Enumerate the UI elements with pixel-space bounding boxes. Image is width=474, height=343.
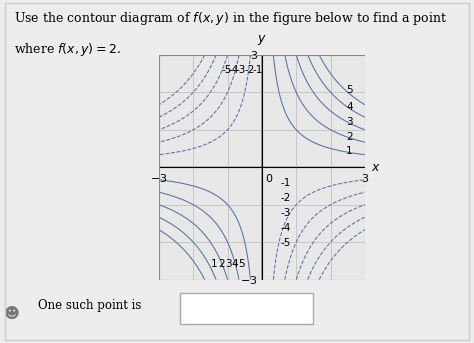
Text: 5: 5 bbox=[238, 259, 245, 269]
Text: $-3$: $-3$ bbox=[150, 172, 167, 184]
Text: 4: 4 bbox=[232, 259, 238, 269]
Text: -5: -5 bbox=[281, 238, 291, 248]
Text: -4: -4 bbox=[228, 66, 239, 75]
Text: -5: -5 bbox=[221, 66, 232, 75]
Text: 2: 2 bbox=[218, 259, 225, 269]
Text: 1: 1 bbox=[346, 146, 353, 156]
Text: 3: 3 bbox=[225, 259, 231, 269]
Text: 4: 4 bbox=[346, 102, 353, 111]
FancyBboxPatch shape bbox=[180, 293, 313, 324]
Text: -1: -1 bbox=[281, 178, 291, 188]
Text: -3: -3 bbox=[236, 66, 246, 75]
Text: -2: -2 bbox=[244, 66, 255, 75]
Text: 1: 1 bbox=[211, 259, 218, 269]
Text: 3: 3 bbox=[346, 117, 353, 127]
Text: $3$: $3$ bbox=[250, 49, 258, 61]
Text: 2: 2 bbox=[346, 131, 353, 142]
Text: $0$: $0$ bbox=[264, 172, 273, 184]
Text: -2: -2 bbox=[281, 193, 291, 203]
Text: $y$: $y$ bbox=[257, 33, 267, 47]
Text: where $f(x, y) = 2$.: where $f(x, y) = 2$. bbox=[14, 41, 121, 58]
Text: -3: -3 bbox=[281, 208, 291, 218]
Text: $-3$: $-3$ bbox=[240, 274, 258, 285]
Text: (■,■): (■,■) bbox=[229, 302, 264, 315]
Text: -1: -1 bbox=[252, 66, 263, 75]
Text: 5: 5 bbox=[346, 85, 353, 95]
Text: -4: -4 bbox=[281, 223, 291, 233]
Text: One such point is: One such point is bbox=[38, 299, 141, 312]
Text: $3$: $3$ bbox=[361, 172, 369, 184]
Text: ☻: ☻ bbox=[4, 306, 20, 321]
Text: Use the contour diagram of $f(x, y)$ in the figure below to find a point: Use the contour diagram of $f(x, y)$ in … bbox=[14, 10, 447, 27]
Text: $x$: $x$ bbox=[371, 161, 381, 174]
